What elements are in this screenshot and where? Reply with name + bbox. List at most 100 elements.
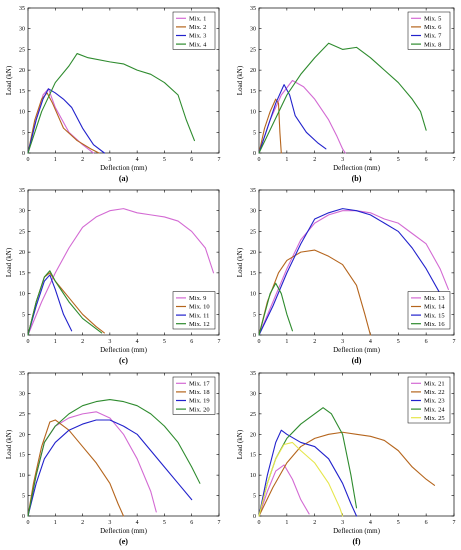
chart-panel-4: 0 1 2 3 4 5 6 7 0 5 10 15 20 25 30 35 Deflection (mm) Loa… <box>236 188 456 365</box>
plot-frame <box>27 189 220 336</box>
y-tick-label: 30 <box>19 27 25 33</box>
series-line-mix-25 <box>258 441 344 517</box>
legend-entry: Mix. 19 <box>189 398 210 405</box>
x-tick-label: 7 <box>218 520 221 526</box>
y-tick-label: 35 <box>250 188 256 194</box>
y-tick-label: 25 <box>250 229 256 235</box>
series-line-mix-11 <box>27 274 73 336</box>
series-line-mix-19 <box>27 419 193 517</box>
x-axis-title: Deflection (mm) <box>100 346 148 354</box>
series-line-mix-21 <box>258 464 310 517</box>
y-tick-label: 35 <box>19 371 25 377</box>
legend-entry: Mix. 20 <box>189 406 210 413</box>
y-tick-label: 5 <box>253 312 256 318</box>
x-tick-label: 6 <box>425 520 428 526</box>
series-line-mix-22 <box>258 431 436 517</box>
y-tick-label: 30 <box>19 391 25 397</box>
legend-entry: Mix. 5 <box>424 16 441 23</box>
legend-entry: Mix. 2 <box>189 24 206 31</box>
y-tick-label: 0 <box>253 151 256 157</box>
y-tick-label: 10 <box>19 292 25 298</box>
y-tick-label: 35 <box>250 6 256 12</box>
panel-label: (f) <box>353 537 361 546</box>
legend-entry: Mix. 24 <box>424 406 445 413</box>
legend-entry: Mix. 8 <box>424 41 441 48</box>
series-line-mix-20 <box>27 399 201 517</box>
y-tick-label: 30 <box>19 209 25 215</box>
panel-label: (d) <box>352 356 362 365</box>
panel-label: (c) <box>119 356 128 365</box>
x-axis-title: Deflection (mm) <box>333 164 381 172</box>
y-axis-title: Load (kN) <box>5 65 13 95</box>
y-tick-label: 5 <box>22 494 25 500</box>
x-tick-label: 6 <box>190 339 193 345</box>
x-tick-label: 4 <box>136 157 139 163</box>
x-tick-label: 7 <box>453 157 456 163</box>
legend-box <box>407 291 451 330</box>
y-tick-label: 15 <box>250 453 256 459</box>
legend-entry: Mix. 21 <box>424 381 445 388</box>
x-tick-label: 4 <box>369 520 372 526</box>
x-tick-label: 1 <box>54 157 57 163</box>
series-line-mix-18 <box>27 419 125 517</box>
y-tick-label: 10 <box>250 110 256 116</box>
series-line-mix-6 <box>258 98 282 154</box>
legend-entry: Mix. 15 <box>424 312 445 319</box>
y-tick-label: 25 <box>19 47 25 53</box>
x-tick-label: 5 <box>163 157 166 163</box>
y-tick-label: 35 <box>250 371 256 377</box>
plot-frame <box>258 7 455 154</box>
panel-label: (e) <box>119 537 128 546</box>
x-tick-label: 0 <box>258 339 261 345</box>
x-tick-label: 0 <box>27 339 30 345</box>
y-tick-label: 5 <box>253 130 256 136</box>
y-tick-label: 25 <box>250 412 256 418</box>
x-tick-label: 7 <box>218 339 221 345</box>
x-axis-title: Deflection (mm) <box>100 164 148 172</box>
x-tick-label: 5 <box>397 339 400 345</box>
x-tick-label: 5 <box>163 520 166 526</box>
y-tick-label: 15 <box>19 271 25 277</box>
y-tick-label: 10 <box>250 473 256 479</box>
y-tick-label: 15 <box>250 271 256 277</box>
x-tick-label: 7 <box>453 339 456 345</box>
x-tick-label: 3 <box>341 157 344 163</box>
y-tick-label: 10 <box>250 292 256 298</box>
legend-entry: Mix. 25 <box>424 415 445 422</box>
series-line-mix-12 <box>27 270 103 336</box>
x-tick-label: 6 <box>425 157 428 163</box>
x-tick-label: 2 <box>313 339 316 345</box>
y-tick-label: 0 <box>22 333 25 339</box>
legend-entry: Mix. 14 <box>424 304 445 311</box>
y-tick-label: 0 <box>253 514 256 520</box>
series-line-mix-23 <box>258 429 358 517</box>
legend-entry: Mix. 13 <box>424 295 445 302</box>
legend-entry: Mix. 3 <box>189 33 206 40</box>
y-tick-label: 5 <box>253 494 256 500</box>
series-line-mix-7 <box>258 84 327 154</box>
x-tick-label: 5 <box>163 339 166 345</box>
x-tick-label: 3 <box>341 339 344 345</box>
y-tick-label: 25 <box>19 412 25 418</box>
y-tick-label: 25 <box>19 229 25 235</box>
panel-label: (b) <box>352 174 362 183</box>
x-axis-title: Deflection (mm) <box>333 346 381 354</box>
legend-entry: Mix. 6 <box>424 24 442 31</box>
x-tick-label: 5 <box>397 520 400 526</box>
x-tick-label: 1 <box>54 520 57 526</box>
y-tick-label: 0 <box>253 333 256 339</box>
panel-label: (a) <box>119 174 129 183</box>
legend-entry: Mix. 1 <box>189 16 206 23</box>
legend-entry: Mix. 11 <box>189 312 209 319</box>
y-axis-title: Load (kN) <box>236 429 244 459</box>
y-tick-label: 15 <box>19 89 25 95</box>
y-axis-title: Load (kN) <box>236 247 244 277</box>
x-tick-label: 3 <box>108 520 111 526</box>
x-tick-label: 6 <box>190 520 193 526</box>
